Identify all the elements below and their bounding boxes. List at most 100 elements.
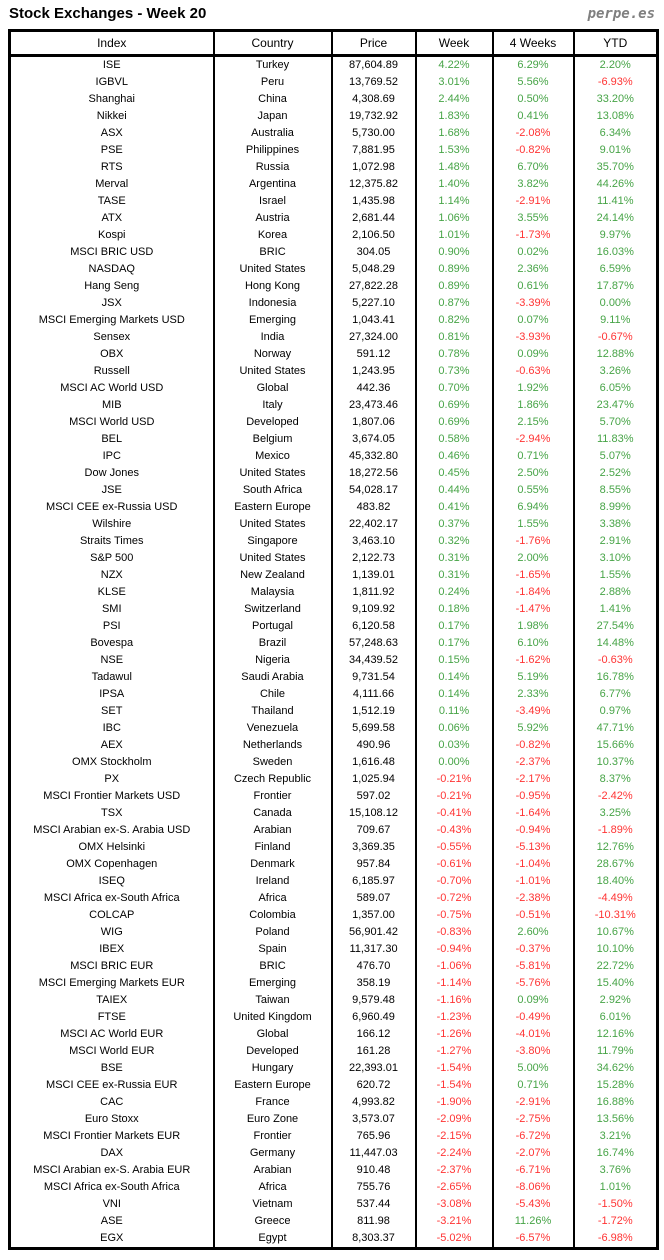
table-row: Straits Times Singapore 3,463.10 0.32% -1.76… xyxy=(8,533,659,550)
week-cell: 0.14% xyxy=(414,686,494,703)
index-cell: FTSE xyxy=(8,1009,215,1026)
table-row: MSCI Arabian ex-S. Arabia EUR Arabian 910.… xyxy=(8,1162,659,1179)
ytd-cell: 2.92% xyxy=(572,992,659,1009)
week-cell: -1.90% xyxy=(414,1094,494,1111)
country-cell: Nigeria xyxy=(212,652,333,669)
table-row: COLCAP Colombia 1,357.00 -0.75% -0.51% -10.31… xyxy=(8,907,659,924)
week-cell: 1.14% xyxy=(414,193,494,210)
ytd-cell: -2.42% xyxy=(572,788,659,805)
table-row: OMX Stockholm Sweden 1,616.48 0.00% -2.37% 10… xyxy=(8,754,659,771)
ytd-cell: 10.10% xyxy=(572,941,659,958)
week-cell: -0.55% xyxy=(414,839,494,856)
table-row: MSCI AC World USD Global 442.36 0.70% 1.92% 6… xyxy=(8,380,659,397)
ytd-cell: 6.34% xyxy=(572,125,659,142)
ytd-cell: 15.28% xyxy=(572,1077,659,1094)
country-cell: Russia xyxy=(212,159,333,176)
country-cell: Malaysia xyxy=(212,584,333,601)
four-weeks-cell: -6.57% xyxy=(491,1230,575,1249)
country-cell: Switzerland xyxy=(212,601,333,618)
table-row: CAC France 4,993.82 -1.90% -2.91% 16.88% xyxy=(8,1094,659,1111)
ytd-cell: 2.20% xyxy=(572,55,659,74)
ytd-cell: 3.10% xyxy=(572,550,659,567)
index-cell: MSCI Frontier Markets USD xyxy=(8,788,215,805)
index-cell: MSCI BRIC EUR xyxy=(8,958,215,975)
table-row: IBC Venezuela 5,699.58 0.06% 5.92% 47.71% xyxy=(8,720,659,737)
four-weeks-cell: -0.63% xyxy=(491,363,575,380)
table-row: MSCI AC World EUR Global 166.12 -1.26% -4.01… xyxy=(8,1026,659,1043)
price-cell: 22,393.01 xyxy=(330,1060,417,1077)
country-cell: United States xyxy=(212,465,333,482)
index-cell: JSX xyxy=(8,295,215,312)
week-cell: 4.22% xyxy=(414,55,494,74)
week-cell: -2.15% xyxy=(414,1128,494,1145)
table-row: OMX Copenhagen Denmark 957.84 -0.61% -1.04% 2… xyxy=(8,856,659,873)
table-row: Dow Jones United States 18,272.56 0.45% 2.50… xyxy=(8,465,659,482)
table-body: ISE Turkey 87,604.89 4.22% 6.29% 2.20% IGBVL Pe… xyxy=(8,55,659,1249)
table-row: ATX Austria 2,681.44 1.06% 3.55% 24.14% xyxy=(8,210,659,227)
country-cell: Ireland xyxy=(212,873,333,890)
week-cell: 0.78% xyxy=(414,346,494,363)
week-cell: -2.65% xyxy=(414,1179,494,1196)
price-cell: 9,579.48 xyxy=(330,992,417,1009)
week-cell: -2.09% xyxy=(414,1111,494,1128)
week-cell: -2.24% xyxy=(414,1145,494,1162)
price-cell: 755.76 xyxy=(330,1179,417,1196)
price-cell: 589.07 xyxy=(330,890,417,907)
price-cell: 6,120.58 xyxy=(330,618,417,635)
country-cell: Germany xyxy=(212,1145,333,1162)
week-cell: -0.61% xyxy=(414,856,494,873)
country-cell: Canada xyxy=(212,805,333,822)
country-cell: Vietnam xyxy=(212,1196,333,1213)
index-cell: MSCI Arabian ex-S. Arabia USD xyxy=(8,822,215,839)
index-cell: MSCI World EUR xyxy=(8,1043,215,1060)
ytd-cell: 33.20% xyxy=(572,91,659,108)
week-cell: 0.32% xyxy=(414,533,494,550)
country-cell: Egypt xyxy=(212,1230,333,1249)
price-cell: 15,108.12 xyxy=(330,805,417,822)
week-cell: -1.54% xyxy=(414,1060,494,1077)
week-cell: 0.89% xyxy=(414,278,494,295)
week-cell: 0.31% xyxy=(414,550,494,567)
index-cell: Nikkei xyxy=(8,108,215,125)
table-row: Tadawul Saudi Arabia 9,731.54 0.14% 5.19% 16.… xyxy=(8,669,659,686)
price-cell: 1,025.94 xyxy=(330,771,417,788)
country-cell: Italy xyxy=(212,397,333,414)
four-weeks-cell: 1.92% xyxy=(491,380,575,397)
four-weeks-cell: 6.10% xyxy=(491,635,575,652)
week-cell: -1.54% xyxy=(414,1077,494,1094)
index-cell: Straits Times xyxy=(8,533,215,550)
ytd-cell: 0.00% xyxy=(572,295,659,312)
week-cell: 0.37% xyxy=(414,516,494,533)
week-cell: 0.24% xyxy=(414,584,494,601)
ytd-cell: 8.99% xyxy=(572,499,659,516)
four-weeks-cell: -1.04% xyxy=(491,856,575,873)
price-cell: 1,357.00 xyxy=(330,907,417,924)
index-cell: Wilshire xyxy=(8,516,215,533)
country-cell: India xyxy=(212,329,333,346)
index-cell: MSCI CEE ex-Russia EUR xyxy=(8,1077,215,1094)
ytd-cell: 10.67% xyxy=(572,924,659,941)
country-cell: Global xyxy=(212,1026,333,1043)
price-cell: 11,447.03 xyxy=(330,1145,417,1162)
ytd-cell: -6.93% xyxy=(572,74,659,91)
country-cell: United States xyxy=(212,363,333,380)
week-cell: -1.23% xyxy=(414,1009,494,1026)
index-cell: Euro Stoxx xyxy=(8,1111,215,1128)
price-cell: 161.28 xyxy=(330,1043,417,1060)
week-cell: -0.75% xyxy=(414,907,494,924)
price-cell: 4,993.82 xyxy=(330,1094,417,1111)
country-cell: Developed xyxy=(212,414,333,431)
price-cell: 22,402.17 xyxy=(330,516,417,533)
four-weeks-cell: -1.01% xyxy=(491,873,575,890)
table-row: ASX Australia 5,730.00 1.68% -2.08% 6.34% xyxy=(8,125,659,142)
price-cell: 57,248.63 xyxy=(330,635,417,652)
four-weeks-cell: 0.71% xyxy=(491,448,575,465)
table-row: KLSE Malaysia 1,811.92 0.24% -1.84% 2.88% xyxy=(8,584,659,601)
price-cell: 597.02 xyxy=(330,788,417,805)
ytd-cell: 6.01% xyxy=(572,1009,659,1026)
table-row: IGBVL Peru 13,769.52 3.01% 5.56% -6.93% xyxy=(8,74,659,91)
table-row: Russell United States 1,243.95 0.73% -0.63% 3… xyxy=(8,363,659,380)
four-weeks-cell: 6.29% xyxy=(491,55,575,74)
week-cell: 0.46% xyxy=(414,448,494,465)
ytd-cell: 2.91% xyxy=(572,533,659,550)
